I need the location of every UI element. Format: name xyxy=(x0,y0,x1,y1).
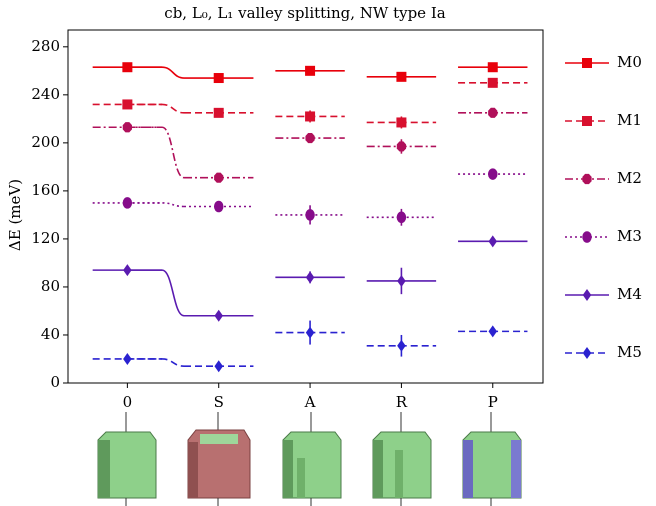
connector-line xyxy=(127,126,185,179)
legend-marker xyxy=(582,116,592,126)
marker xyxy=(122,99,133,110)
legend-label: M0 xyxy=(617,53,642,71)
y-tick-label: 280 xyxy=(31,37,60,55)
legend-label: M4 xyxy=(617,285,642,303)
x-tick-label: A xyxy=(304,393,316,411)
marker xyxy=(123,264,132,277)
legend-marker xyxy=(582,58,592,68)
connector-line xyxy=(127,269,185,317)
marker xyxy=(396,117,407,128)
marker xyxy=(122,62,133,73)
marker xyxy=(214,172,224,183)
connector-line xyxy=(127,358,185,367)
legend-marker xyxy=(582,289,592,301)
marker xyxy=(396,211,407,224)
marker xyxy=(396,141,407,152)
marker xyxy=(305,209,315,221)
marker xyxy=(213,107,224,118)
marker xyxy=(122,197,133,209)
marker xyxy=(488,168,498,180)
legend-label: M5 xyxy=(617,343,642,361)
connector-line xyxy=(127,66,185,79)
legend-label: M1 xyxy=(617,111,642,129)
y-tick-label: 0 xyxy=(50,373,60,391)
x-tick-label: P xyxy=(488,393,498,411)
y-axis-label: ΔE (meV) xyxy=(6,179,24,251)
plot-frame xyxy=(67,29,544,384)
y-tick-label: 40 xyxy=(41,325,60,343)
nanowire-icons xyxy=(97,412,522,506)
legend-label: M2 xyxy=(617,169,642,187)
marker xyxy=(305,65,316,76)
marker xyxy=(488,325,498,338)
y-tick-label: 120 xyxy=(31,229,60,247)
connector-line xyxy=(127,202,185,208)
marker xyxy=(122,122,132,133)
marker xyxy=(305,326,315,339)
marker xyxy=(305,111,316,122)
marker xyxy=(214,309,223,322)
chart-title: cb, L₀, L₁ valley splitting, NW type Ia xyxy=(164,4,445,22)
marker xyxy=(123,352,132,365)
marker xyxy=(397,274,406,287)
marker xyxy=(396,71,407,82)
marker xyxy=(213,73,224,84)
marker xyxy=(488,235,498,248)
marker xyxy=(305,132,315,144)
connector-line xyxy=(127,103,185,114)
y-tick-label: 80 xyxy=(41,277,60,295)
marker xyxy=(213,200,224,213)
legend-marker xyxy=(582,173,592,185)
marker xyxy=(397,339,406,352)
x-tick-label: 0 xyxy=(123,393,133,411)
y-tick-label: 240 xyxy=(31,85,60,103)
x-tick-label: S xyxy=(214,393,224,411)
marker xyxy=(487,77,498,88)
marker xyxy=(487,62,498,73)
x-tick-label: R xyxy=(396,393,408,411)
y-tick-label: 160 xyxy=(31,181,60,199)
marker xyxy=(214,360,223,373)
legend-label: M3 xyxy=(617,227,642,245)
marker xyxy=(488,107,498,118)
legend-marker xyxy=(582,347,592,359)
y-tick-label: 200 xyxy=(31,133,60,151)
legend-marker xyxy=(582,231,592,243)
marker xyxy=(305,271,315,284)
